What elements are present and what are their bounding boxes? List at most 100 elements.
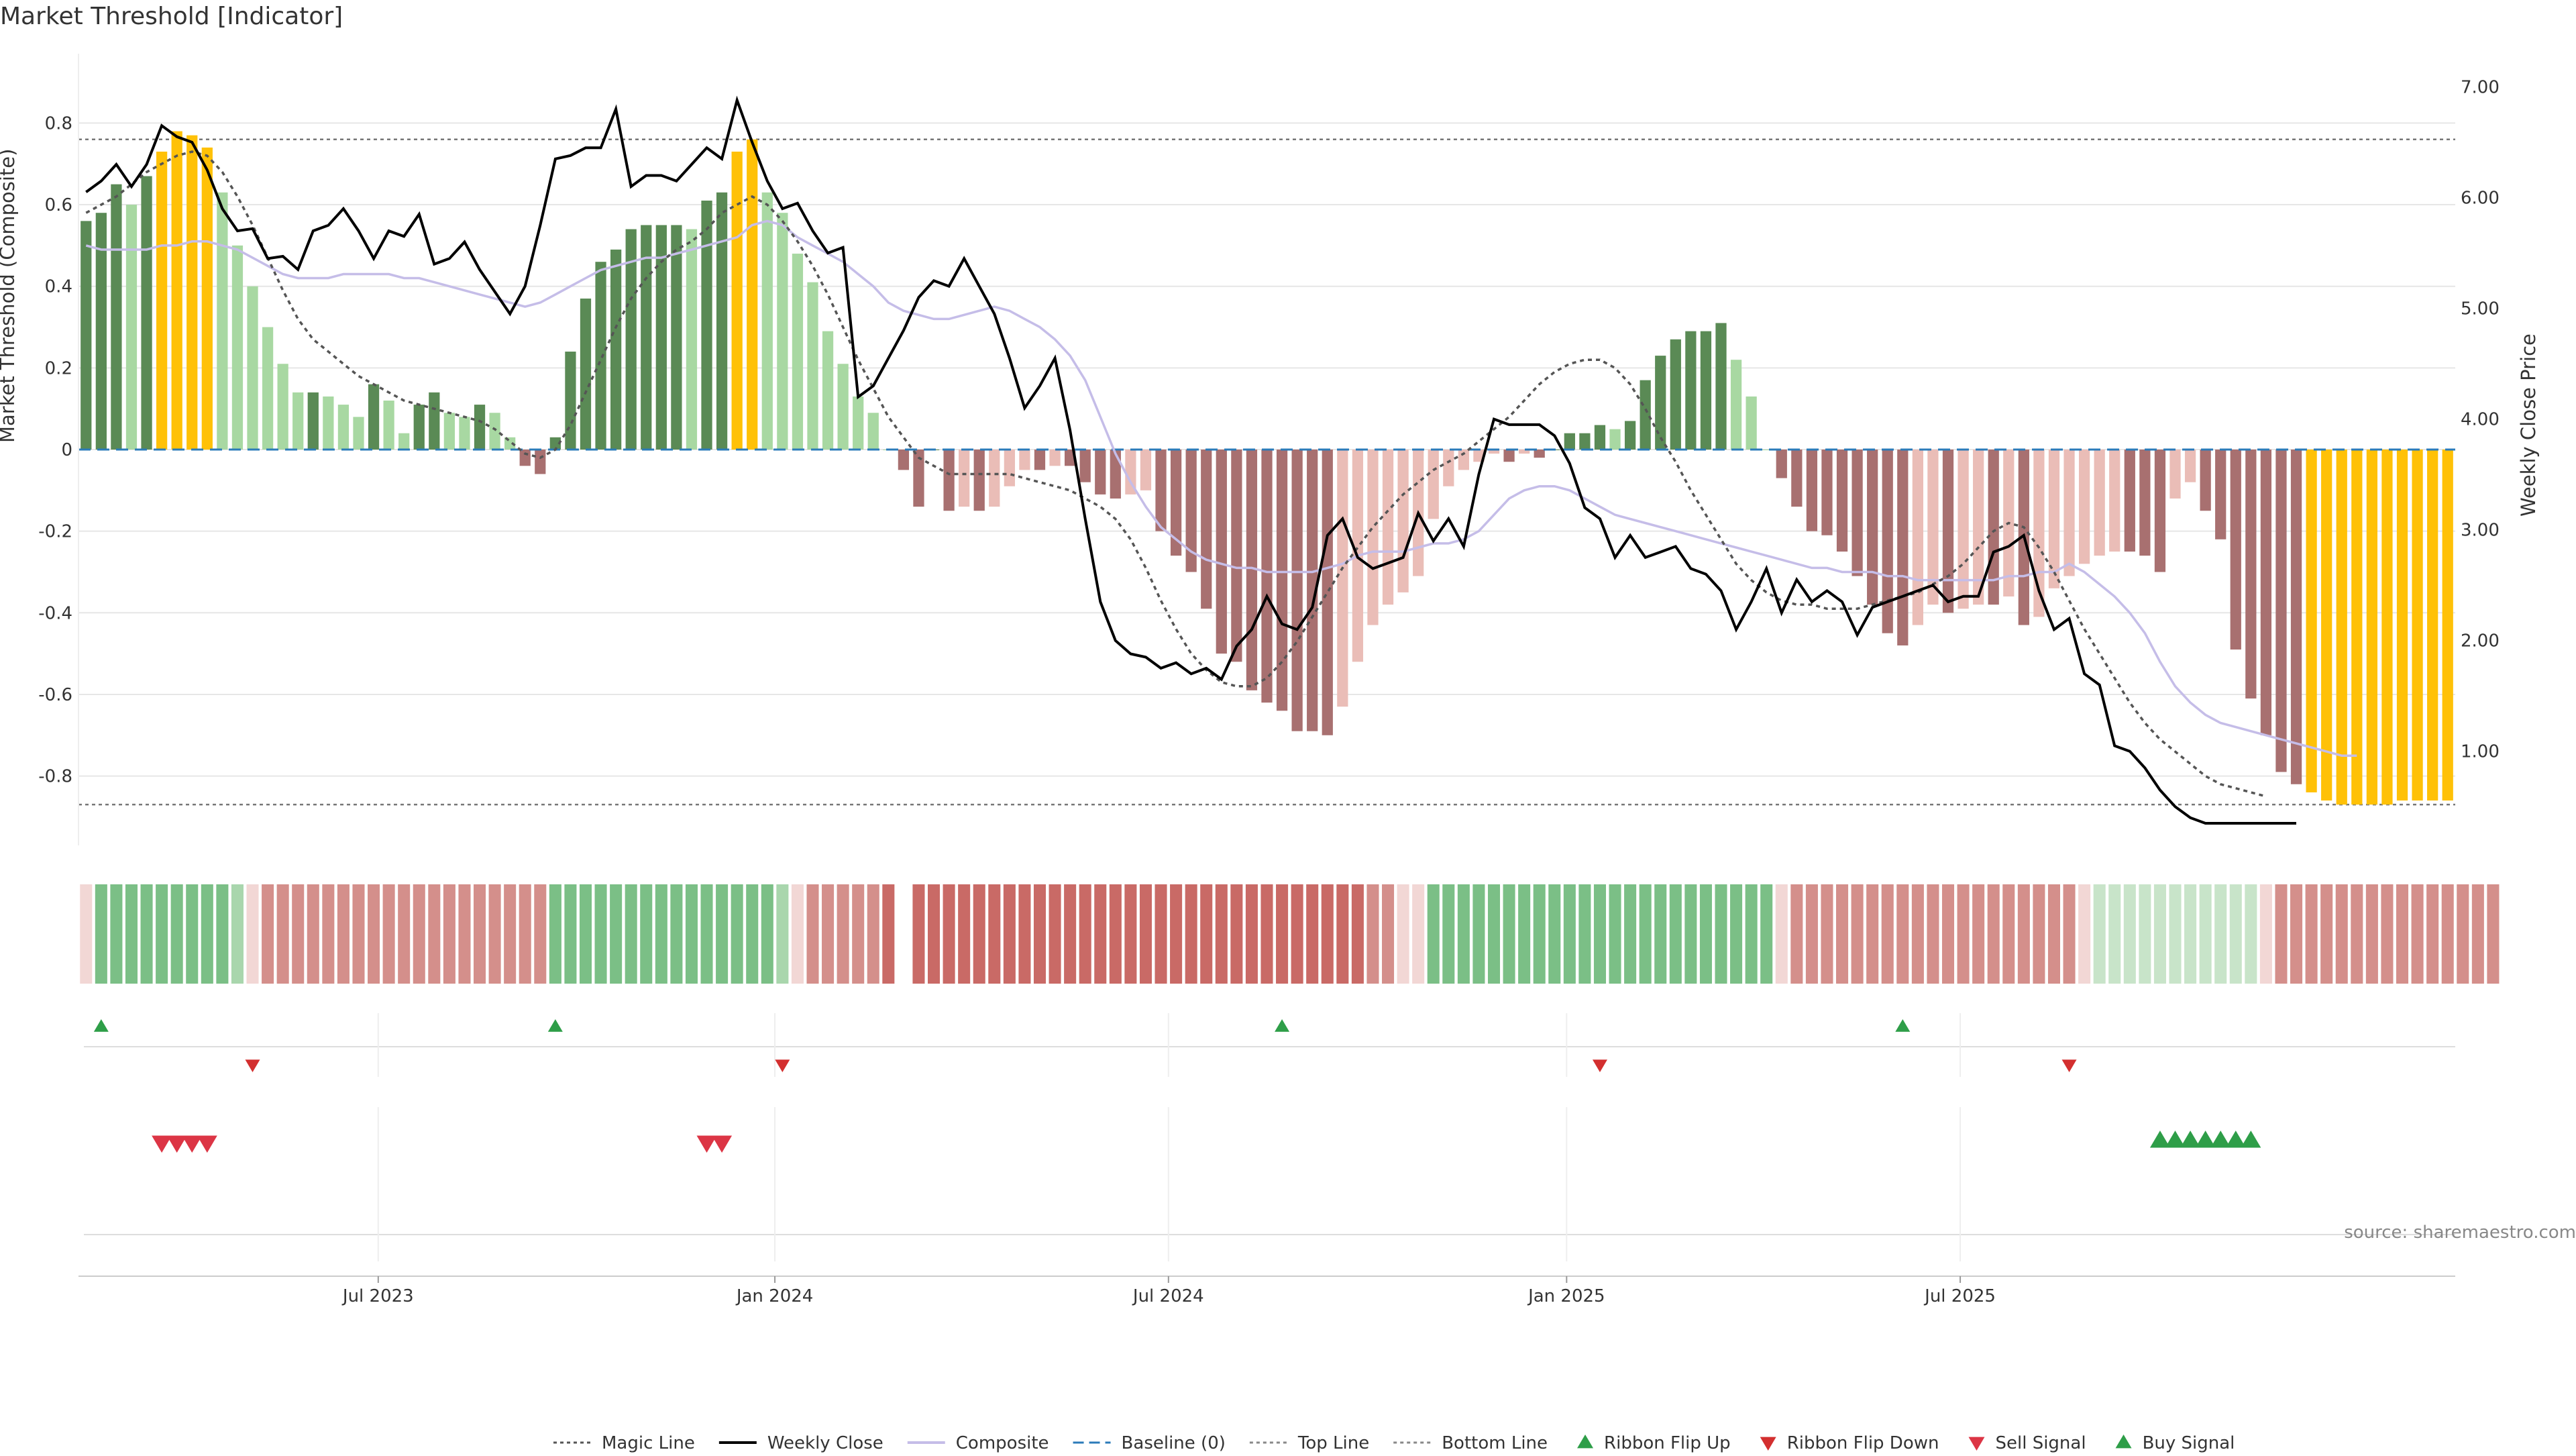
x-tick-label: Jul 2024 [1132, 1286, 1204, 1306]
sell-signal-marker [152, 1135, 172, 1153]
ribbon-cell [307, 884, 319, 984]
ribbon-cell [2093, 884, 2106, 984]
ribbon-cell [685, 884, 698, 984]
composite-bar [1337, 450, 1348, 707]
composite-bar [2260, 450, 2272, 735]
composite-bar [2336, 450, 2347, 805]
ribbon-cell [1170, 884, 1183, 984]
composite-bar [1791, 450, 1803, 507]
ribbon-cell [2169, 884, 2182, 984]
composite-bar [1428, 450, 1439, 519]
ribbon-cell [398, 884, 411, 984]
ribbon-cell [1412, 884, 1425, 984]
composite-bar [625, 229, 637, 450]
ribbon-cell [2108, 884, 2121, 984]
ribbon-cell [428, 884, 441, 984]
composite-bar [1382, 450, 1394, 605]
legend-swatch [2115, 1435, 2132, 1449]
legend-label: Ribbon Flip Down [1787, 1433, 1939, 1453]
ribbon-cell [2381, 884, 2394, 984]
composite-bar [1095, 450, 1106, 495]
ribbon-cell [2365, 884, 2378, 984]
ribbon-cell [867, 884, 879, 984]
ribbon-cell [1079, 884, 1091, 984]
composite-bar [1307, 450, 1318, 731]
y-tick-label-left: -0.4 [38, 603, 72, 623]
composite-bar [913, 450, 924, 507]
composite-bar [686, 229, 698, 450]
composite-bar [2078, 450, 2090, 564]
composite-bar [1216, 450, 1227, 654]
ribbon-cell [488, 884, 501, 984]
ribbon-cell [1003, 884, 1016, 984]
y-tick-label-left: 0.2 [45, 358, 72, 378]
legend-label: Buy Signal [2143, 1433, 2235, 1453]
ribbon-cell [1245, 884, 1258, 984]
composite-bar [1261, 450, 1273, 703]
legend-label: Bottom Line [1442, 1433, 1548, 1453]
composite-bar [1503, 450, 1515, 462]
composite-bar [1806, 450, 1818, 531]
ribbon-flip-up-marker [93, 1019, 109, 1032]
ribbon-cell [1366, 884, 1379, 984]
x-tick-label: Jul 2025 [1923, 1286, 1996, 1306]
buy-signal-marker [2149, 1131, 2170, 1148]
composite-bar [595, 262, 606, 450]
composite-bar [1185, 450, 1197, 572]
chart-title: Market Threshold [Indicator] [0, 3, 343, 30]
composite-bar [1246, 450, 1258, 690]
ribbon-cell [564, 884, 577, 984]
composite-bar [1655, 356, 1666, 450]
ribbon-cell [1593, 884, 1606, 984]
composite-bar [2306, 450, 2317, 792]
composite-bar [1730, 360, 1742, 450]
composite-bar [1276, 450, 1288, 711]
ribbon-cell [1805, 884, 1818, 984]
composite-bar [1079, 450, 1091, 482]
ribbon-cell [201, 884, 213, 984]
composite-bar [1534, 450, 1545, 458]
composite-bar [1867, 450, 1878, 605]
ribbon-cell [2351, 884, 2363, 984]
ribbon-cell [322, 884, 335, 984]
ribbon-cell [1094, 884, 1107, 984]
composite-bar [95, 213, 107, 450]
composite-bar [2033, 450, 2045, 617]
composite-bar [716, 192, 728, 450]
ribbon-cell [352, 884, 365, 984]
y-tick-label-left: 0.8 [45, 113, 72, 134]
composite-bar [2245, 450, 2257, 699]
ribbon-cell [519, 884, 531, 984]
ribbon-cell [1230, 884, 1243, 984]
ribbon-cell [1866, 884, 1879, 984]
composite-bar [2351, 450, 2363, 805]
x-tick-label: Jan 2024 [735, 1286, 814, 1306]
ribbon-cell [2047, 884, 2061, 984]
ribbon-cell [1927, 884, 1939, 984]
legend-label: Baseline (0) [1122, 1433, 1226, 1453]
composite-bar [777, 213, 788, 450]
ribbon-cell [246, 884, 259, 984]
ribbon-cell [186, 884, 199, 984]
ribbon-cell [822, 884, 835, 984]
ribbon-cell [443, 884, 455, 984]
y-tick-label-right: 7.00 [2461, 78, 2500, 98]
x-tick-label: Jan 2025 [1527, 1286, 1605, 1306]
legend-swatch [1968, 1437, 1985, 1451]
composite-bar [519, 450, 531, 466]
ribbon-cell [1972, 884, 1985, 984]
ribbon-cell [2426, 884, 2439, 984]
ribbon-cell [882, 884, 895, 984]
ribbon-cell [700, 884, 713, 984]
y-tick-label-right: 6.00 [2461, 189, 2500, 209]
composite-bar [125, 205, 138, 450]
composite-bar [580, 298, 592, 450]
ribbon-cell [95, 884, 107, 984]
legend-label: Ribbon Flip Up [1604, 1433, 1731, 1453]
y-tick-label-left: 0 [61, 440, 72, 460]
ribbon-cell [1578, 884, 1591, 984]
ribbon-cell [534, 884, 547, 984]
ribbon-cell [1548, 884, 1561, 984]
